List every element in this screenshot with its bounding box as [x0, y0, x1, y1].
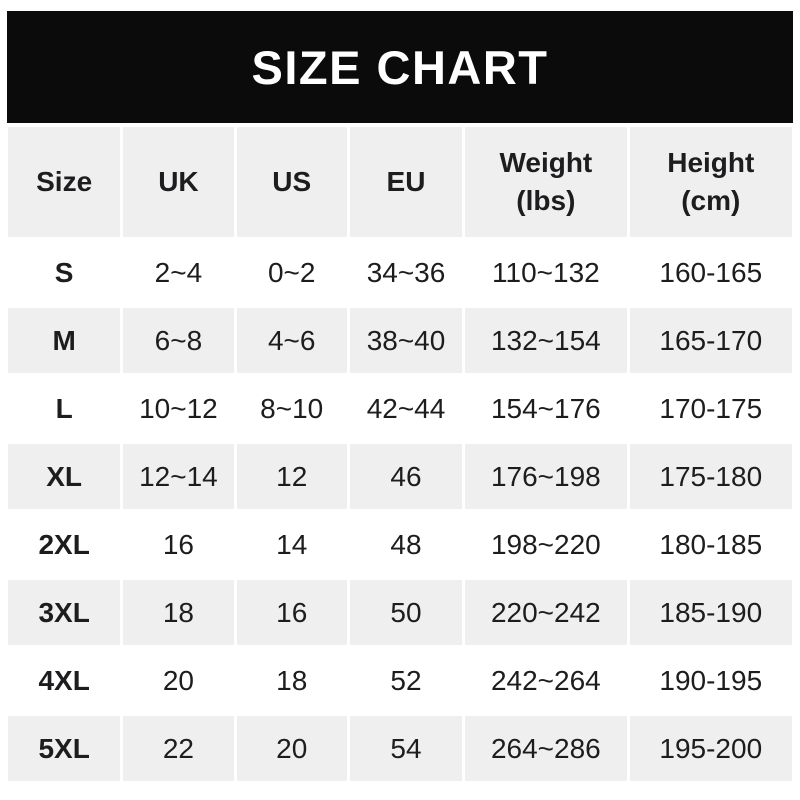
table-cell: 165-170 — [629, 308, 792, 373]
table-cell: 6~8 — [123, 308, 234, 373]
table-cell: 38~40 — [349, 308, 463, 373]
table-cell: 176~198 — [465, 444, 627, 509]
table-cell: 16 — [236, 580, 347, 645]
column-header-us: US — [236, 127, 347, 237]
column-header-uk: UK — [123, 127, 234, 237]
table-cell: 180-185 — [629, 512, 792, 577]
table-cell: 18 — [236, 648, 347, 713]
size-label-m: M — [8, 308, 121, 373]
table-cell: 34~36 — [349, 240, 463, 305]
table-cell: 16 — [123, 512, 234, 577]
page-title: SIZE CHART — [251, 40, 549, 94]
table-cell: 12~14 — [123, 444, 234, 509]
size-label-3xl: 3XL — [8, 580, 121, 645]
table-cell: 2~4 — [123, 240, 234, 305]
table-cell: 8~10 — [236, 376, 347, 441]
table-cell: 160-165 — [629, 240, 792, 305]
size-label-xl: XL — [8, 444, 121, 509]
size-label-s: S — [8, 240, 121, 305]
table-cell: 12 — [236, 444, 347, 509]
table-cell: 242~264 — [465, 648, 627, 713]
table-cell: 54 — [349, 716, 463, 781]
table-cell: 20 — [123, 648, 234, 713]
size-chart-banner: SIZE CHART — [7, 11, 793, 123]
table-cell: 14 — [236, 512, 347, 577]
table-cell: 0~2 — [236, 240, 347, 305]
size-table: Size UK US EU Weight (lbs) Height (cm) S 2~4 0~2… — [8, 127, 792, 781]
table-cell: 110~132 — [465, 240, 627, 305]
table-cell: 170-175 — [629, 376, 792, 441]
table-cell: 22 — [123, 716, 234, 781]
size-label-l: L — [8, 376, 121, 441]
table-cell: 132~154 — [465, 308, 627, 373]
column-header-eu: EU — [349, 127, 463, 237]
table-cell: 4~6 — [236, 308, 347, 373]
table-cell: 18 — [123, 580, 234, 645]
table-cell: 220~242 — [465, 580, 627, 645]
table-cell: 190-195 — [629, 648, 792, 713]
table-cell: 20 — [236, 716, 347, 781]
column-header-weight-lbs: Weight (lbs) — [465, 127, 627, 237]
table-cell: 154~176 — [465, 376, 627, 441]
table-cell: 46 — [349, 444, 463, 509]
table-cell: 264~286 — [465, 716, 627, 781]
table-cell: 198~220 — [465, 512, 627, 577]
table-cell: 185-190 — [629, 580, 792, 645]
column-header-size: Size — [8, 127, 121, 237]
table-cell: 50 — [349, 580, 463, 645]
size-label-2xl: 2XL — [8, 512, 121, 577]
table-cell: 10~12 — [123, 376, 234, 441]
table-cell: 42~44 — [349, 376, 463, 441]
table-cell: 195-200 — [629, 716, 792, 781]
table-cell: 175-180 — [629, 444, 792, 509]
table-cell: 48 — [349, 512, 463, 577]
size-label-5xl: 5XL — [8, 716, 121, 781]
table-cell: 52 — [349, 648, 463, 713]
size-label-4xl: 4XL — [8, 648, 121, 713]
column-header-height-cm: Height (cm) — [629, 127, 792, 237]
